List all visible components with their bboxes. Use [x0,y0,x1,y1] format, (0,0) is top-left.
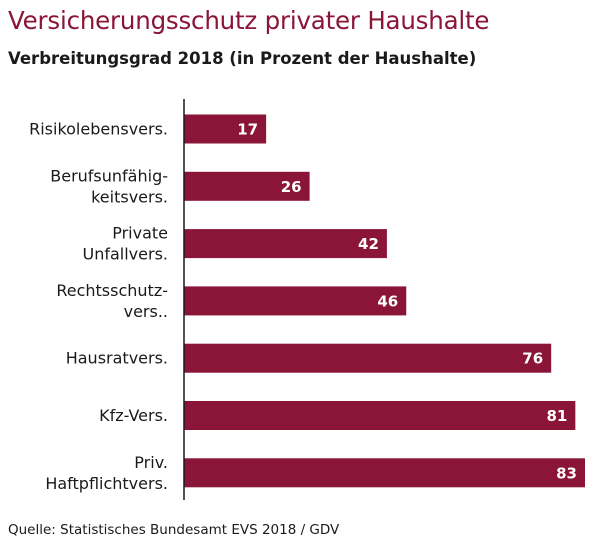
bar-value-label: 76 [522,350,543,368]
bar [184,401,576,430]
category-label: Kfz-Vers. [99,406,168,425]
bar [184,343,552,373]
bar-value-label: 26 [281,178,302,196]
category-label: Risikolebensvers. [29,120,168,139]
source-note: Quelle: Statistisches Bundesamt EVS 2018… [8,522,340,538]
category-label: Berufsunfähig- [50,166,168,185]
bar [184,229,387,259]
bar-value-label: 81 [546,407,567,425]
bar [184,458,585,488]
bar [184,171,310,201]
category-label: Priv. [134,453,168,472]
chart-title: Versicherungsschutz privater Haushalte [8,6,490,35]
bar-value-label: 17 [237,121,258,139]
category-label: Haftpflichtvers. [45,474,168,493]
chart-subtitle: Verbreitungsgrad 2018 (in Prozent der Ha… [8,49,477,68]
category-label: Rechtsschutz- [56,281,168,300]
bar [184,286,407,316]
category-label: Private [112,224,168,243]
category-label: Hausratvers. [66,349,168,368]
bar-value-label: 42 [358,235,379,253]
category-label: vers.. [124,302,168,321]
category-label: Unfallvers. [83,245,169,264]
bar-value-label: 83 [556,464,577,482]
bar [184,114,267,144]
bar-value-label: 46 [377,292,398,310]
category-label: keitsvers. [91,187,168,206]
